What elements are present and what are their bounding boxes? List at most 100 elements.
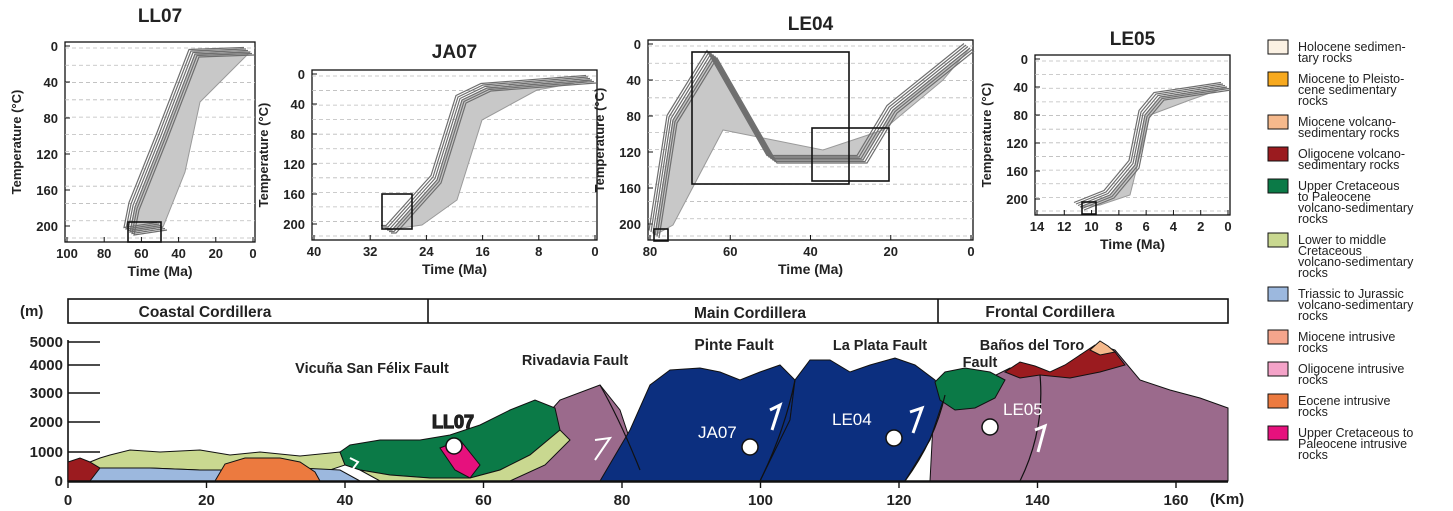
section-ytick: 0 bbox=[55, 473, 63, 490]
section-xtick: 0 bbox=[64, 492, 72, 509]
panel-ylabel: Temperature (°C) bbox=[592, 88, 607, 193]
panel-ytick: 40 bbox=[44, 75, 58, 90]
fault-label-la-plata: La Plata Fault bbox=[833, 338, 927, 354]
region-main-cordillera: Main Cordillera bbox=[694, 305, 806, 322]
panel-xlabel: Time (Ma) bbox=[127, 263, 192, 279]
tt-path-envelope bbox=[1073, 81, 1232, 211]
panel-ytick: 80 bbox=[627, 109, 641, 124]
legend-label: Paleocene intrusive bbox=[1298, 437, 1407, 451]
legend-label: rocks bbox=[1298, 212, 1328, 226]
fault-label-rivadavia: Rivadavia Fault bbox=[522, 353, 629, 369]
panel-xtick: 8 bbox=[1115, 219, 1122, 234]
legend-label: Miocene intrusive bbox=[1298, 330, 1395, 344]
panel-xtick: 60 bbox=[134, 246, 148, 261]
panel-xtick: 80 bbox=[643, 244, 657, 259]
tt-path-envelope bbox=[123, 46, 255, 236]
legend-swatch bbox=[1267, 286, 1289, 302]
panel-ytick: 0 bbox=[51, 39, 58, 54]
legend-label: volcano-sedimentary bbox=[1298, 298, 1414, 312]
panel-ylabel: Temperature (°C) bbox=[979, 83, 994, 188]
fault-label-vicuna: Vicuña San Félix Fault bbox=[295, 361, 449, 377]
panel-xtick: 100 bbox=[56, 246, 78, 261]
legend-item: Lower to middleCretaceousvolcano-sedimen… bbox=[1267, 232, 1414, 280]
panel-ytick: 160 bbox=[1006, 164, 1028, 179]
sample-marker-ll07 bbox=[445, 437, 463, 455]
panel-xtick: 4 bbox=[1170, 219, 1178, 234]
miocene-volcanic-cap bbox=[1089, 340, 1117, 356]
legend-label: Oligocene intrusive bbox=[1298, 362, 1404, 376]
legend-label: rocks bbox=[1298, 341, 1328, 355]
legend-swatch bbox=[1267, 232, 1289, 248]
constraint-box bbox=[691, 51, 850, 185]
panel-ytick: 40 bbox=[1014, 80, 1028, 95]
legend-item: Oligocene volcano-sedimentary rocks bbox=[1267, 146, 1405, 172]
panel-xtick: 6 bbox=[1143, 219, 1150, 234]
panel-xtick: 8 bbox=[535, 244, 542, 259]
section-x-unit: (Km) bbox=[1210, 491, 1244, 508]
section-xtick: 40 bbox=[337, 492, 354, 509]
panel-xtick: 10 bbox=[1084, 219, 1098, 234]
panel-xlabel: Time (Ma) bbox=[422, 261, 487, 277]
panel-ylabel: Temperature (°C) bbox=[256, 103, 271, 208]
panel-xtick: 2 bbox=[1197, 219, 1204, 234]
legend-swatch bbox=[1267, 146, 1289, 162]
panel-ytick: 80 bbox=[291, 127, 305, 142]
panel-ytick: 120 bbox=[619, 145, 641, 160]
section-xtick: 160 bbox=[1163, 492, 1188, 509]
panel-xtick: 40 bbox=[803, 244, 817, 259]
legend-item: Miocene volcano-sedimentary rocks bbox=[1267, 114, 1399, 140]
section-y-unit: (m) bbox=[20, 303, 43, 320]
legend-label: Triassic to Jurassic bbox=[1298, 287, 1404, 301]
panel-ytick: 80 bbox=[44, 111, 58, 126]
panel-ytick: 40 bbox=[627, 73, 641, 88]
panel-xtick: 0 bbox=[249, 246, 256, 261]
section-ytick: 1000 bbox=[30, 444, 63, 461]
constraint-box bbox=[1081, 201, 1097, 215]
panel-ytick: 200 bbox=[1006, 192, 1028, 207]
fault-label-banos-del-toro: Baños del Toro bbox=[980, 338, 1085, 354]
panel-ytick: 120 bbox=[1006, 136, 1028, 151]
region-frontal-cordillera: Frontal Cordillera bbox=[985, 304, 1115, 321]
section-xtick: 60 bbox=[475, 492, 492, 509]
panel-frame bbox=[1034, 54, 1231, 216]
section-xtick: 20 bbox=[198, 492, 215, 509]
tt-path-envelope bbox=[381, 74, 597, 234]
legend-label: cene sedimentary bbox=[1298, 83, 1397, 97]
legend-label: tary rocks bbox=[1298, 51, 1352, 65]
legend-label: volcano-sedimentary bbox=[1298, 201, 1414, 215]
panel-xlabel: Time (Ma) bbox=[778, 261, 843, 277]
panel-ytick: 160 bbox=[36, 183, 58, 198]
panel-xtick: 12 bbox=[1057, 219, 1071, 234]
legend-label: volcano-sedimentary bbox=[1298, 255, 1414, 269]
legend-label: to Paleocene bbox=[1298, 190, 1371, 204]
section-y-axis: 5000 4000 3000 2000 1000 0 bbox=[30, 334, 100, 490]
panel-xtick: 40 bbox=[307, 244, 321, 259]
panel-xtick: 20 bbox=[209, 246, 223, 261]
legend-label: Upper Cretaceous bbox=[1298, 179, 1399, 193]
legend-label: sedimentary rocks bbox=[1298, 158, 1399, 172]
legend-item: Triassic to Jurassicvolcano-sedimentaryr… bbox=[1267, 286, 1414, 323]
legend-label: Cretaceous bbox=[1298, 244, 1362, 258]
sample-marker-le05 bbox=[981, 418, 999, 436]
constraint-box bbox=[381, 193, 413, 230]
legend-item: Holocene sedimen-tary rocks bbox=[1267, 39, 1406, 65]
panel-ytick: 200 bbox=[619, 217, 641, 232]
sample-label-le04: LE04 bbox=[832, 410, 872, 429]
legend-label: Upper Cretaceous to bbox=[1298, 426, 1413, 440]
legend-swatch bbox=[1267, 71, 1289, 87]
panel-xtick: 0 bbox=[967, 244, 974, 259]
legend-label: Miocene to Pleisto- bbox=[1298, 72, 1404, 86]
panel-xtick: 80 bbox=[97, 246, 111, 261]
fault-label-banos-fault: Fault bbox=[963, 355, 998, 371]
legend-label: rocks bbox=[1298, 94, 1328, 108]
region-header-frame bbox=[67, 298, 1229, 324]
panel-ytick: 160 bbox=[619, 181, 641, 196]
section-xtick: 80 bbox=[614, 492, 631, 509]
